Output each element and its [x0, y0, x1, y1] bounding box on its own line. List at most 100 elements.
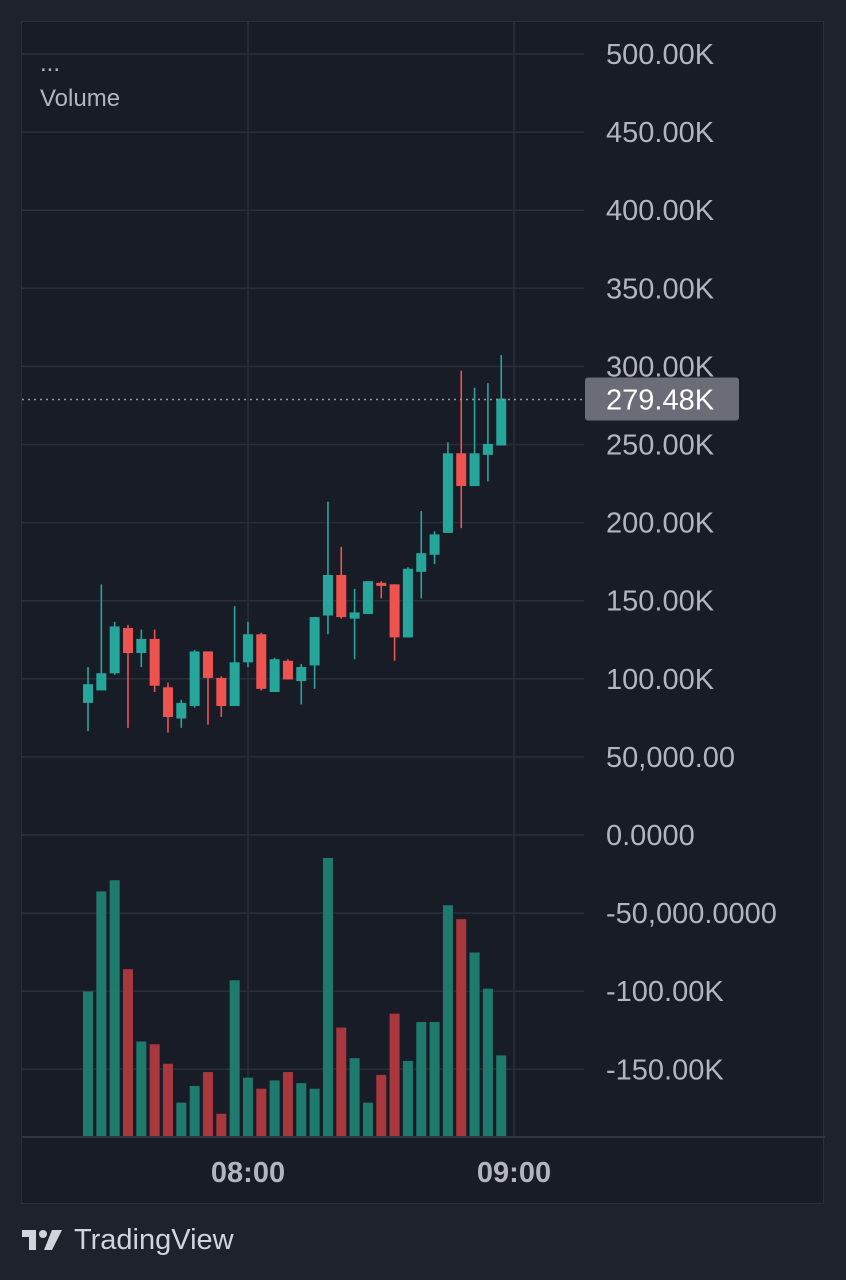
- price-tick-label: 150.00K: [606, 586, 715, 618]
- candle-body: [229, 662, 240, 707]
- candle-body: [269, 659, 280, 692]
- price-tick-label: 350.00K: [606, 273, 715, 305]
- volume-bar: [149, 1044, 160, 1136]
- candle-body: [389, 584, 400, 638]
- volume-bar: [136, 1041, 147, 1136]
- candle: [362, 581, 373, 614]
- candle-body: [322, 574, 333, 616]
- candle: [176, 699, 187, 728]
- candle: [216, 676, 227, 717]
- candle: [469, 387, 480, 487]
- volume-bar: [469, 952, 480, 1136]
- candle: [162, 682, 173, 733]
- candle-body: [189, 651, 200, 707]
- candle-body: [176, 702, 187, 719]
- volume-bar: [242, 1077, 253, 1136]
- candle-body: [456, 453, 467, 487]
- volume-bar: [189, 1085, 200, 1136]
- candle: [202, 651, 213, 725]
- candle-body: [402, 568, 413, 638]
- candle: [429, 531, 440, 565]
- volume-bar: [389, 1013, 400, 1136]
- tradingview-logo[interactable]: TradingView: [22, 1222, 234, 1258]
- price-tick-label: -50,000.0000: [606, 898, 777, 930]
- candle-body: [256, 634, 267, 689]
- candle: [189, 649, 200, 708]
- volume-bar: [442, 905, 453, 1136]
- candle-body: [136, 638, 147, 653]
- legend-volume-label: Volume: [40, 85, 120, 112]
- legend-menu[interactable]: ...: [40, 50, 60, 77]
- volume-bar: [176, 1102, 187, 1136]
- candle-body: [216, 677, 227, 707]
- candle: [282, 659, 293, 680]
- volume-bar: [96, 891, 107, 1136]
- candle-body: [149, 638, 160, 686]
- candle-body: [376, 582, 387, 586]
- candlestick-chart[interactable]: 500.00K450.00K400.00K350.00K300.00K250.0…: [22, 22, 825, 1205]
- price-tick-label: 500.00K: [606, 39, 715, 71]
- chart-panel[interactable]: 500.00K 450.00K 400.00K 350.00K 300.00K 250.0…: [21, 21, 825, 1205]
- volume-bars: [83, 858, 507, 1136]
- last-price-label: 279.48K: [606, 385, 715, 417]
- candle: [336, 546, 347, 619]
- volume-bar: [416, 1022, 427, 1136]
- candle: [482, 383, 493, 482]
- volume-bar: [376, 1074, 387, 1136]
- candle-body: [202, 651, 213, 678]
- volume-bar: [456, 919, 467, 1136]
- candle: [389, 584, 400, 661]
- volume-bar: [269, 1080, 280, 1136]
- time-axis[interactable]: 08:00 09:00: [211, 1157, 551, 1189]
- volume-bar: [216, 1113, 227, 1136]
- volume-bar: [83, 991, 93, 1136]
- volume-bar: [282, 1072, 293, 1136]
- volume-bar: [349, 1058, 360, 1136]
- candle-body: [162, 687, 173, 717]
- volume-bar: [296, 1083, 307, 1136]
- candle-body: [296, 667, 307, 682]
- volume-bar: [429, 1022, 440, 1136]
- price-tick-label: 450.00K: [606, 117, 715, 149]
- candle-body: [469, 453, 480, 487]
- candle: [296, 663, 307, 705]
- price-tick-label: 100.00K: [606, 664, 715, 696]
- price-tick-label: 50,000.00: [606, 742, 735, 774]
- volume-bar: [362, 1102, 373, 1136]
- candle: [83, 667, 93, 731]
- candle: [242, 621, 253, 668]
- volume-bar: [109, 880, 120, 1136]
- price-tick-label: 0.0000: [606, 820, 695, 852]
- price-tick-label: 200.00K: [606, 508, 715, 540]
- volume-bar: [256, 1088, 267, 1136]
- candle-body: [429, 534, 440, 555]
- candle: [402, 567, 413, 638]
- candle: [109, 621, 120, 675]
- candle-body: [83, 684, 93, 703]
- candle: [442, 442, 453, 533]
- candle-body: [416, 553, 427, 572]
- price-tick-label: 400.00K: [606, 195, 715, 227]
- candle-body: [496, 398, 507, 446]
- candle-body: [362, 581, 373, 614]
- candle-body: [122, 628, 133, 653]
- volume-bar: [322, 858, 333, 1136]
- candle: [456, 370, 467, 529]
- tradingview-logo-icon: [22, 1230, 62, 1250]
- candle: [136, 629, 147, 668]
- candle-body: [336, 574, 347, 618]
- candle: [416, 511, 427, 599]
- candle: [322, 501, 333, 635]
- volume-bar: [229, 980, 240, 1136]
- volume-bar: [482, 988, 493, 1136]
- candle: [269, 657, 280, 692]
- volume-bar: [496, 1055, 507, 1136]
- candle: [96, 584, 107, 691]
- volume-bar: [336, 1027, 347, 1136]
- candle-body: [282, 660, 293, 680]
- price-axis[interactable]: 500.00K450.00K400.00K350.00K300.00K250.0…: [606, 39, 777, 1086]
- candle: [349, 589, 360, 660]
- candle: [376, 581, 387, 599]
- volume-bar: [122, 969, 133, 1136]
- candle-body: [242, 634, 253, 663]
